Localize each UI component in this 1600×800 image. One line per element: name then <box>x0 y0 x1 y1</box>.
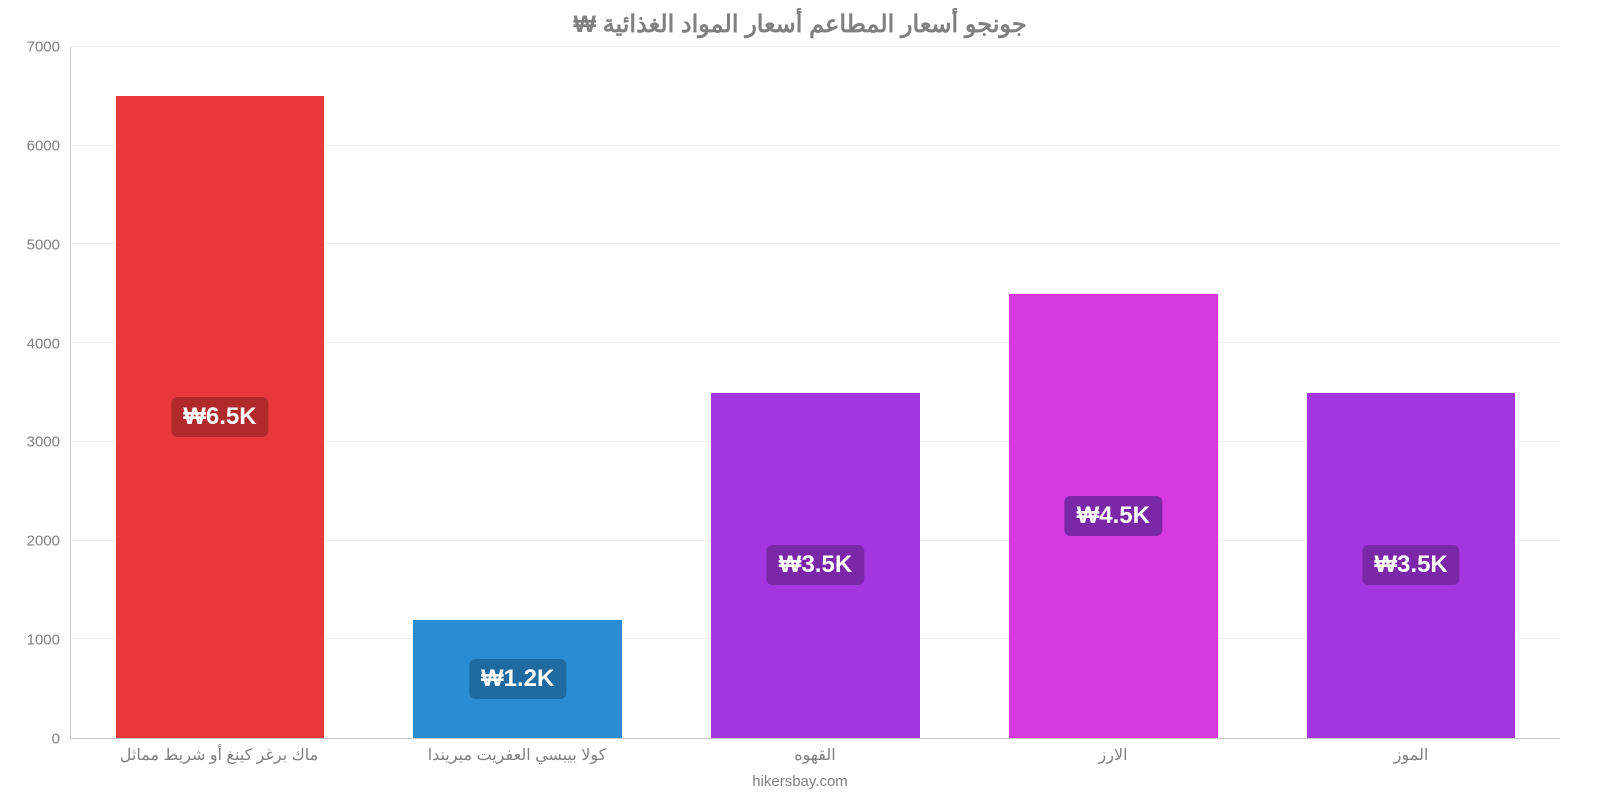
y-tick-label: 7000 <box>27 39 60 56</box>
y-axis: 01000200030004000500060007000 <box>0 47 70 739</box>
y-tick-label: 0 <box>52 731 60 748</box>
bar-slot: ₩6.5K <box>71 47 369 738</box>
x-tick-label: القهوه <box>666 739 964 773</box>
plot-area: ₩6.5K ₩1.2K ₩3.5K ₩4.5K ₩3.5K <box>70 47 1560 739</box>
x-tick-label: ماك برغر كينغ أو شريط مماثل <box>70 739 368 773</box>
bar-value-badge: ₩1.2K <box>469 659 566 699</box>
bar-value-badge: ₩3.5K <box>767 545 864 585</box>
x-axis: ماك برغر كينغ أو شريط مماثلكولا بيبسي ال… <box>0 739 1600 773</box>
bar-slot: ₩1.2K <box>369 47 667 738</box>
y-tick-label: 5000 <box>27 236 60 253</box>
price-bar-chart: جونجو أسعار المطاعم أسعار المواد الغذائي… <box>0 0 1600 800</box>
y-tick-label: 4000 <box>27 335 60 352</box>
bar-value-badge: ₩3.5K <box>1362 545 1459 585</box>
bar-slot: ₩3.5K <box>667 47 965 738</box>
y-tick-label: 2000 <box>27 533 60 550</box>
bar-value-badge: ₩4.5K <box>1065 496 1162 536</box>
y-tick-label: 3000 <box>27 434 60 451</box>
x-tick-label: الموز <box>1262 739 1560 773</box>
y-tick-label: 6000 <box>27 137 60 154</box>
bar-value-badge: ₩6.5K <box>171 397 268 437</box>
bars-container: ₩6.5K ₩1.2K ₩3.5K ₩4.5K ₩3.5K <box>71 47 1560 738</box>
bar-slot: ₩3.5K <box>1262 47 1560 738</box>
chart-title: جونجو أسعار المطاعم أسعار المواد الغذائي… <box>0 0 1600 47</box>
bar-slot: ₩4.5K <box>964 47 1262 738</box>
chart-footer: hikersbay.com <box>0 773 1600 800</box>
x-tick-label: الارز <box>964 739 1262 773</box>
plot-row: 01000200030004000500060007000 ₩6.5K₩1.2K… <box>0 47 1600 739</box>
x-tick-label: كولا بيبسي العفريت ميريندا <box>368 739 666 773</box>
y-tick-label: 1000 <box>27 632 60 649</box>
